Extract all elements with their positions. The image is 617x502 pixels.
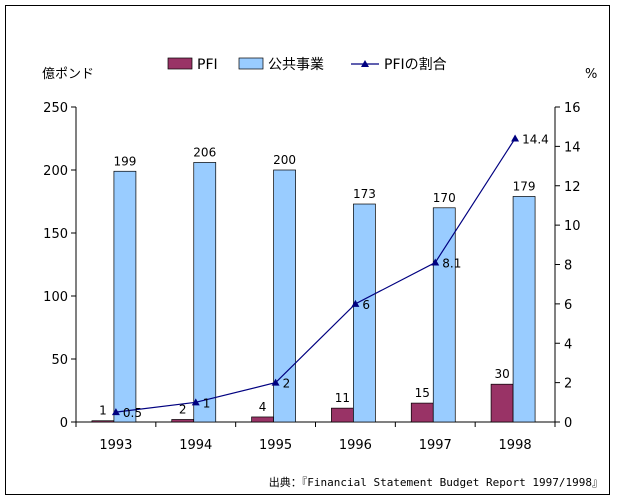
- right-tick-label: 8: [564, 259, 572, 274]
- bar-public-works: [113, 170, 137, 423]
- bar-public-works: [432, 207, 456, 423]
- bar-data-label: 200: [273, 153, 296, 167]
- bar-public-works: [512, 196, 536, 423]
- bar-data-label: 30: [494, 367, 509, 381]
- line-data-label: 1: [203, 396, 211, 410]
- line-data-label: 0.5: [123, 406, 142, 420]
- x-tick-label: 1995: [259, 438, 292, 453]
- right-tick-label: 4: [564, 337, 572, 352]
- right-tick-label: 2: [564, 377, 572, 392]
- right-tick-label: 12: [564, 180, 581, 195]
- right-tick-label: 0: [564, 416, 572, 431]
- x-tick-label: 1994: [179, 438, 212, 453]
- line-data-label: 6: [362, 298, 370, 312]
- legend-swatch-pfi: [167, 57, 193, 70]
- legend-label-pfi-ratio: PFIの割合: [384, 56, 447, 73]
- left-tick-label: 150: [43, 227, 68, 242]
- bar-data-label: 4: [259, 400, 267, 414]
- source-note: 出典：『Financial Statement Budget Report 19…: [269, 475, 603, 489]
- bar-pfi: [251, 416, 274, 423]
- line-data-label: 8.1: [442, 257, 461, 271]
- data-labels-group: 1 2 4 11 15 30 199 206 200 173 170 179 0.5 1 2 6 8.1 14.4: [99, 133, 549, 421]
- bar-data-label: 173: [353, 187, 376, 201]
- right-tick-label: 6: [564, 298, 572, 313]
- line-marker-triangle: [431, 258, 440, 266]
- bar-public-works: [273, 169, 296, 423]
- legend-label-public-works: 公共事業: [268, 57, 324, 73]
- bar-data-label: 179: [513, 179, 536, 193]
- bar-data-label: 206: [193, 145, 216, 159]
- bar-pfi: [171, 419, 195, 423]
- x-tick-label: 1993: [99, 438, 132, 453]
- right-axis-unit: %: [585, 67, 597, 82]
- right-tick-label: 14: [564, 140, 581, 155]
- left-tick-label: 200: [43, 164, 68, 179]
- line-group: [111, 134, 520, 416]
- left-tick-label: 50: [51, 353, 68, 368]
- line-marker-triangle: [191, 398, 200, 406]
- right-tick-label: 16: [564, 101, 581, 116]
- left-axis-unit: 億ポンド: [42, 66, 94, 82]
- bar-data-label: 11: [335, 391, 350, 405]
- line-marker-triangle: [271, 378, 280, 386]
- legend-swatch-public-works: [238, 57, 264, 70]
- right-tick-label: 10: [564, 219, 581, 234]
- left-tick-label: 250: [43, 101, 68, 116]
- bar-data-label: 15: [415, 386, 430, 400]
- legend-marker-triangle: [361, 60, 369, 67]
- x-tick-label: 1996: [339, 438, 372, 453]
- x-tick-label: 1997: [419, 438, 452, 453]
- line-marker-triangle: [511, 134, 520, 142]
- bar-data-label: 2: [179, 402, 187, 416]
- bar-public-works: [193, 162, 217, 423]
- bar-pfi: [490, 383, 514, 423]
- bar-pfi: [91, 420, 115, 423]
- bar-pfi: [331, 407, 354, 423]
- bar-data-label: 199: [113, 154, 136, 168]
- line-pfi-ratio: [115, 138, 516, 413]
- line-marker-triangle: [111, 408, 120, 416]
- x-tick-label: 1998: [499, 438, 532, 453]
- bar-public-works: [353, 203, 376, 423]
- bars-group: [91, 162, 536, 423]
- left-tick-label: 0: [60, 416, 68, 431]
- left-tick-label: 100: [43, 290, 68, 305]
- bar-pfi: [410, 402, 434, 423]
- line-data-label: 2: [283, 377, 291, 391]
- line-data-label: 14.4: [522, 133, 549, 147]
- bar-data-label: 1: [99, 404, 107, 418]
- line-marker-triangle: [351, 299, 360, 307]
- legend: PFI 公共事業 PFIの割合: [167, 56, 447, 73]
- legend-label-pfi: PFI: [197, 57, 218, 73]
- bar-data-label: 170: [433, 191, 456, 205]
